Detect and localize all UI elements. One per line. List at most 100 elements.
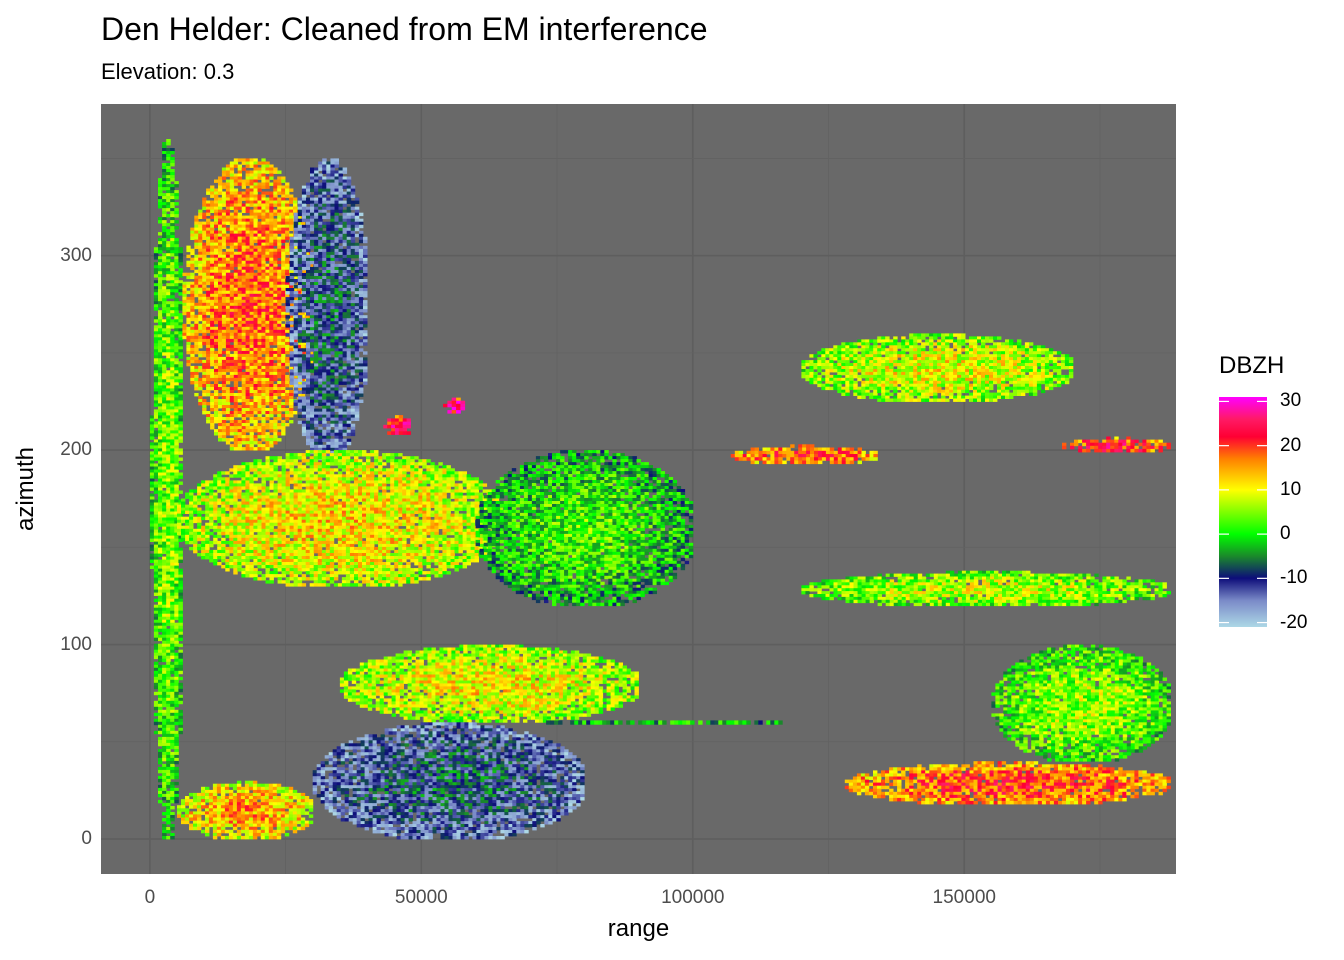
heatmap-cell <box>162 508 167 512</box>
heatmap-cell <box>170 454 175 458</box>
heatmap-cell <box>186 275 191 280</box>
heatmap-cell <box>182 335 187 340</box>
heatmap-cell <box>310 273 315 277</box>
heatmap-cell <box>229 311 235 316</box>
heatmap-cell <box>162 733 167 738</box>
heatmap-cell <box>330 215 335 220</box>
heatmap-cell <box>198 290 203 295</box>
heatmap-cell <box>306 276 311 280</box>
heatmap-cell <box>253 260 258 265</box>
heatmap-cell <box>149 475 155 479</box>
heatmap-cell <box>338 438 343 443</box>
heatmap-cell <box>326 315 331 319</box>
heatmap-cell <box>314 257 319 262</box>
heatmap-cell <box>289 242 295 247</box>
heatmap-cell <box>158 466 163 470</box>
heatmap-cell <box>281 236 286 240</box>
heatmap-cell <box>314 360 319 364</box>
heatmap-cell <box>245 429 250 433</box>
heatmap-cell <box>153 505 159 509</box>
heatmap-cell <box>310 245 315 250</box>
heatmap-cell <box>174 226 179 230</box>
heatmap-cell <box>170 806 175 810</box>
heatmap-cell <box>194 269 199 274</box>
heatmap-cell <box>178 367 183 371</box>
heatmap-cell <box>158 418 163 422</box>
heatmap-cell <box>350 312 356 316</box>
heatmap-cell <box>158 508 163 512</box>
heatmap-cell <box>194 293 199 298</box>
heatmap-cell <box>277 185 282 189</box>
heatmap-cell <box>253 356 258 361</box>
heatmap-cell <box>249 408 254 412</box>
heatmap-cell <box>297 309 303 313</box>
heatmap-cell <box>281 284 286 289</box>
heatmap-cell <box>202 203 207 207</box>
heatmap-cell <box>170 760 175 765</box>
heatmap-cell <box>170 337 175 341</box>
heatmap-cell <box>293 345 299 349</box>
heatmap-cell <box>314 285 319 289</box>
heatmap-cell <box>257 209 262 213</box>
heatmap-cell <box>245 215 250 219</box>
heatmap-cell <box>326 179 331 183</box>
heatmap-cell <box>158 604 163 609</box>
heatmap-cell <box>285 315 291 319</box>
heatmap-cell <box>269 197 274 201</box>
heatmap-cell <box>237 308 242 313</box>
heatmap-cell <box>330 288 335 292</box>
heatmap-cell <box>289 300 295 304</box>
heatmap-cell <box>158 535 163 539</box>
heatmap-cell <box>225 206 231 210</box>
heatmap-cell <box>310 333 315 337</box>
heatmap-cell <box>277 203 282 207</box>
heatmap-cell <box>202 260 207 265</box>
heatmap-cell <box>281 194 286 198</box>
heatmap-cell <box>166 529 171 533</box>
heatmap-cell <box>249 374 254 379</box>
heatmap-cell <box>253 335 258 340</box>
heatmap-cell <box>153 610 159 615</box>
heatmap-cell <box>229 335 235 340</box>
heatmap-cell <box>158 364 163 368</box>
heatmap-cell <box>194 365 199 370</box>
heatmap-cell <box>245 227 250 231</box>
heatmap-cell <box>245 396 250 400</box>
heatmap-cell <box>225 278 231 283</box>
heatmap-cell <box>149 502 155 506</box>
heatmap-cell <box>346 303 352 307</box>
heatmap-cell <box>273 320 278 325</box>
heatmap-cell <box>318 188 323 192</box>
heatmap-cell <box>206 260 211 265</box>
heatmap-cell <box>253 426 258 430</box>
heatmap-cell <box>301 245 307 250</box>
heatmap-cell <box>310 294 315 298</box>
heatmap-cell <box>265 191 270 195</box>
heatmap-cell <box>210 305 215 310</box>
heatmap-cell <box>253 326 258 331</box>
heatmap-cell <box>162 211 167 215</box>
heatmap-cell <box>273 236 278 240</box>
heatmap-cell <box>253 281 258 286</box>
heatmap-cell <box>178 664 183 669</box>
heatmap-cell <box>257 290 262 295</box>
heatmap-cell <box>153 256 159 260</box>
heatmap-cell <box>346 411 352 415</box>
heatmap-cell <box>182 323 187 328</box>
heatmap-cell <box>153 550 159 554</box>
heatmap-cell <box>178 724 183 729</box>
heatmap-cell <box>153 703 159 708</box>
heatmap-cell <box>338 399 343 403</box>
heatmap-cell <box>273 251 278 256</box>
heatmap-cell <box>182 308 187 313</box>
heatmap-cell <box>166 751 171 756</box>
heatmap-cell <box>178 430 183 434</box>
heatmap-cell <box>261 417 266 421</box>
heatmap-cell <box>190 356 195 361</box>
heatmap-cell <box>166 580 171 584</box>
heatmap-cell <box>162 481 167 485</box>
heatmap-cell <box>261 429 266 433</box>
heatmap-cell <box>253 323 258 328</box>
heatmap-cell <box>237 287 242 292</box>
heatmap-cell <box>249 239 254 243</box>
